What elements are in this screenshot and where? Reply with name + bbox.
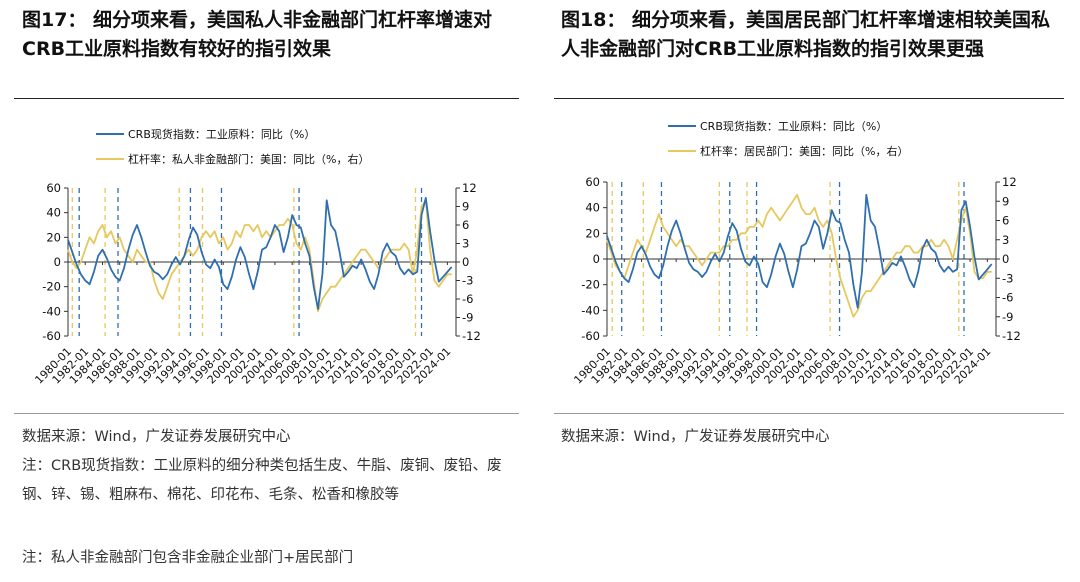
right-chart-ytick-label-right-7: 9 <box>1002 194 1009 208</box>
left-chart-ytick-label-right-8: 12 <box>462 181 477 195</box>
footnote-crb-components: 注：CRB现货指数：工业原料的细分种类包括生皮、牛脂、废铜、废铅、废钢、锌、锡、… <box>22 458 502 503</box>
right-chart-ytick-label-left-1: -40 <box>581 303 600 317</box>
right-chart-ytick-label-right-4: 0 <box>1002 252 1009 266</box>
chart-divider-right <box>554 413 1064 414</box>
left-chart-series-line-1 <box>67 199 452 313</box>
left-chart-ytick-label-right-1: -9 <box>462 311 473 325</box>
right-chart-legend-label-0: CRB现货指数：工业原料：同比（%） <box>700 119 887 133</box>
left-chart-ytick-label-right-6: 6 <box>462 218 469 232</box>
right-chart-ytick-label-left-3: 0 <box>593 252 600 266</box>
right-chart-ytick-label-right-0: -12 <box>1002 329 1021 343</box>
data-source-left: 数据来源：Wind，广发证券发展研究中心 <box>22 429 291 445</box>
right-chart-ytick-label-right-1: -9 <box>1002 310 1013 324</box>
left-chart-ytick-label-left-4: 20 <box>46 230 61 244</box>
left-chart-ytick-label-right-0: -12 <box>462 329 481 343</box>
left-chart-ytick-label-right-7: 9 <box>462 200 469 214</box>
left-chart-series-line-0 <box>67 197 453 310</box>
chart-right: CRB现货指数：工业原料：同比（%）杠杆率：居民部门：美国：同比（%，右）-60… <box>571 119 1021 387</box>
right-chart-series-line-0 <box>606 193 993 309</box>
left-chart-ytick-label-left-3: 0 <box>54 255 61 269</box>
left-chart-ytick-label-left-0: -60 <box>42 329 61 343</box>
title-divider-right <box>554 98 1064 99</box>
footnote-private-sector: 注：私人非金融部门包含非金融企业部门+居民部门 <box>22 550 354 566</box>
figure-title-left: 图17： 细分项来看，美国私人非金融部门杠杆率增速对CRB工业原料指数有较好的指… <box>22 9 493 60</box>
left-chart-legend-label-0: CRB现货指数：工业原料：同比（%） <box>128 127 315 141</box>
title-divider-left <box>14 98 519 99</box>
data-source-right: 数据来源：Wind，广发证券发展研究中心 <box>561 429 830 445</box>
chart-divider-left <box>14 413 519 414</box>
right-chart-ytick-label-left-2: -20 <box>581 278 600 292</box>
left-chart-legend-label-1: 杠杆率：私人非金融部门：美国：同比（%，右） <box>128 152 369 166</box>
right-chart-legend-label-1: 杠杆率：居民部门：美国：同比（%，右） <box>700 144 908 158</box>
left-chart-ytick-label-right-4: 0 <box>462 255 469 269</box>
left-chart-ytick-label-right-3: -3 <box>462 274 473 288</box>
chart-left: CRB现货指数：工业原料：同比（%） 杠杆率：私人非金融部门：美国：同比（%，右）… <box>32 127 481 387</box>
left-chart-ytick-label-left-1: -40 <box>42 304 61 318</box>
right-chart-ytick-label-left-5: 40 <box>585 201 600 215</box>
right-chart-series-line-1 <box>606 193 992 318</box>
right-chart-ytick-label-left-4: 20 <box>585 226 600 240</box>
figure-title-right: 图18： 细分项来看，美国居民部门杠杆率增速相较美国私人非金融部门对CRB工业原… <box>561 9 1051 60</box>
right-chart-ytick-label-left-6: 60 <box>585 175 600 189</box>
left-chart-ytick-label-left-5: 40 <box>46 206 61 220</box>
left-chart-ytick-label-left-2: -20 <box>42 280 61 294</box>
right-chart-ytick-label-right-8: 12 <box>1002 175 1017 189</box>
right-chart-ytick-label-right-5: 3 <box>1002 233 1009 247</box>
left-chart-ytick-label-right-5: 3 <box>462 237 469 251</box>
left-chart-ytick-label-right-2: -6 <box>462 292 473 306</box>
right-chart-ytick-label-right-2: -6 <box>1002 291 1013 305</box>
right-chart-ytick-label-left-0: -60 <box>581 329 600 343</box>
left-chart-ytick-label-left-6: 60 <box>46 181 61 195</box>
right-chart-ytick-label-right-6: 6 <box>1002 214 1009 228</box>
right-chart-ytick-label-right-3: -3 <box>1002 271 1013 285</box>
